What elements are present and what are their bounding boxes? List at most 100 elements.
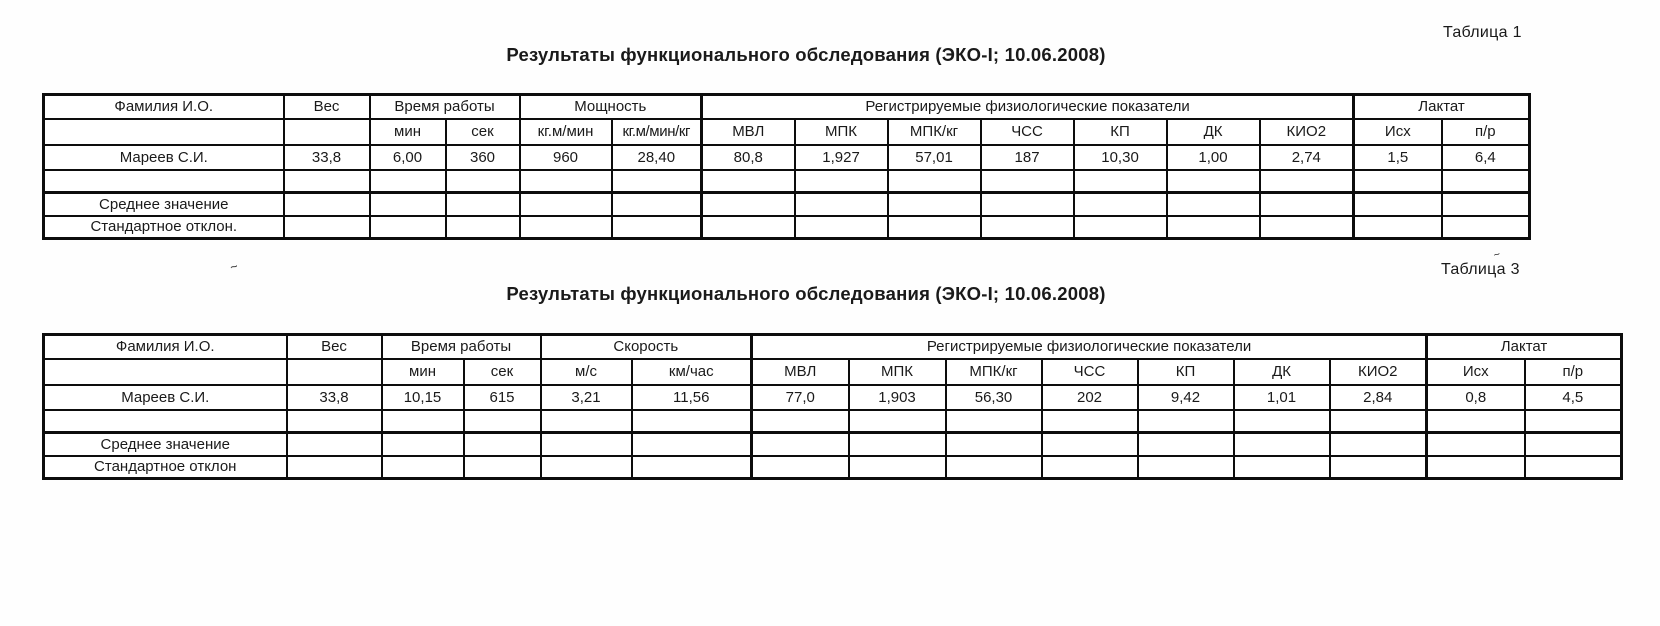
row-label-cell: Стандартное отклон <box>42 454 288 480</box>
value-cell: 1,00 <box>1165 143 1261 171</box>
value-cell: 33,8 <box>282 143 371 171</box>
subheader-cell: кг.м/мин/кг <box>610 117 703 146</box>
subheader-cell: МПК/кг <box>886 117 982 146</box>
subheader-cell: ЧСС <box>979 117 1075 146</box>
value-cell: 202 <box>1040 383 1139 411</box>
value-cell: 33,8 <box>285 383 383 411</box>
summary-row: Среднее значение <box>42 191 1531 217</box>
table-row: Мареев С.И. 33,8 6,00 360 960 28,40 80,8 1,927 5… <box>42 143 1531 171</box>
column-header-name: Фамилия И.О. <box>42 93 285 120</box>
value-cell: 9,42 <box>1136 383 1235 411</box>
empty-subheader-cell <box>42 357 288 386</box>
value-cell: 28,40 <box>610 143 703 171</box>
table-row: Мареев С.И. 33,8 10,15 615 3,21 11,56 77,0 1,90… <box>42 383 1623 411</box>
subheader-cell: км/час <box>630 357 753 386</box>
value-cell <box>944 454 1043 480</box>
value-cell: 11,56 <box>630 383 753 411</box>
column-header-name: Фамилия И.О. <box>42 333 288 360</box>
value-cell <box>1440 214 1531 240</box>
value-cell <box>847 454 947 480</box>
value-cell: 1,903 <box>847 383 947 411</box>
value-cell <box>444 168 521 194</box>
row-label-cell <box>42 408 288 434</box>
subheader-cell: сек <box>462 357 542 386</box>
value-cell: 1,927 <box>793 143 889 171</box>
value-cell <box>539 454 633 480</box>
value-cell <box>1165 214 1261 240</box>
value-cell <box>944 431 1043 457</box>
value-cell <box>368 168 447 194</box>
value-cell: 360 <box>444 143 521 171</box>
column-header-work-time: Время работы <box>380 333 542 360</box>
value-cell <box>630 454 753 480</box>
column-header-lactate: Лактат <box>1425 333 1623 360</box>
column-header-power: Мощность <box>518 93 703 120</box>
value-cell: 1,01 <box>1232 383 1331 411</box>
value-cell <box>700 191 796 217</box>
value-cell <box>1523 431 1623 457</box>
table-row <box>42 408 1623 434</box>
subheader-cell: сек <box>444 117 521 146</box>
table-row <box>42 168 1531 194</box>
subheader-cell: ДК <box>1232 357 1331 386</box>
value-cell <box>610 214 703 240</box>
sub-header-row: мин сек кг.м/мин кг.м/мин/кг МВЛ МПК МПК/кг ЧСС… <box>42 117 1531 146</box>
value-cell <box>285 408 383 434</box>
value-cell <box>380 431 465 457</box>
value-cell <box>368 214 447 240</box>
value-cell <box>1232 454 1331 480</box>
value-cell <box>462 431 542 457</box>
sub-header-row: мин сек м/с км/час МВЛ МПК МПК/кг ЧСС КП ДК КИО2 Ис… <box>42 357 1623 386</box>
value-cell <box>1232 431 1331 457</box>
row-label-cell: Стандартное отклон. <box>42 214 285 240</box>
value-cell: 6,00 <box>368 143 447 171</box>
value-cell <box>368 191 447 217</box>
summary-row: Стандартное отклон <box>42 454 1623 480</box>
column-header-speed: Скорость <box>539 333 753 360</box>
value-cell <box>444 191 521 217</box>
value-cell <box>1523 408 1623 434</box>
subheader-cell: КИО2 <box>1328 357 1428 386</box>
value-cell <box>610 168 703 194</box>
summary-row: Среднее значение <box>42 431 1623 457</box>
scan-artifact: ~ <box>1492 248 1502 262</box>
value-cell <box>793 191 889 217</box>
subheader-cell: МПК <box>793 117 889 146</box>
value-cell <box>1136 408 1235 434</box>
value-cell <box>539 431 633 457</box>
value-cell <box>462 408 542 434</box>
value-cell <box>1425 454 1526 480</box>
value-cell <box>1328 408 1428 434</box>
row-label-cell: Мареев С.И. <box>42 143 285 171</box>
value-cell: 10,15 <box>380 383 465 411</box>
value-cell <box>750 454 850 480</box>
column-header-lactate: Лактат <box>1352 93 1531 120</box>
value-cell <box>518 168 613 194</box>
value-cell: 960 <box>518 143 613 171</box>
value-cell <box>1440 168 1531 194</box>
table-1-caption: Таблица 1 <box>1443 24 1522 41</box>
value-cell <box>750 431 850 457</box>
value-cell <box>1040 431 1139 457</box>
results-table-3: Фамилия И.О. Вес Время работы Скорость Р… <box>42 333 1624 480</box>
row-label-cell <box>42 168 285 194</box>
value-cell <box>285 454 383 480</box>
empty-subheader-cell <box>282 117 371 146</box>
subheader-cell: КП <box>1072 117 1168 146</box>
value-cell <box>282 168 371 194</box>
row-label-cell: Среднее значение <box>42 431 288 457</box>
value-cell: 77,0 <box>750 383 850 411</box>
row-label-cell: Среднее значение <box>42 191 285 217</box>
subheader-cell: мин <box>368 117 447 146</box>
scan-artifact: ~ <box>227 258 240 275</box>
subheader-cell: п/р <box>1523 357 1623 386</box>
column-header-physio: Регистрируемые физиологические показател… <box>750 333 1428 360</box>
value-cell: 56,30 <box>944 383 1043 411</box>
subheader-cell: ДК <box>1165 117 1261 146</box>
value-cell <box>847 431 947 457</box>
value-cell <box>630 431 753 457</box>
subheader-cell: МПК <box>847 357 947 386</box>
value-cell: 6,4 <box>1440 143 1531 171</box>
value-cell: 10,30 <box>1072 143 1168 171</box>
value-cell <box>1072 191 1168 217</box>
